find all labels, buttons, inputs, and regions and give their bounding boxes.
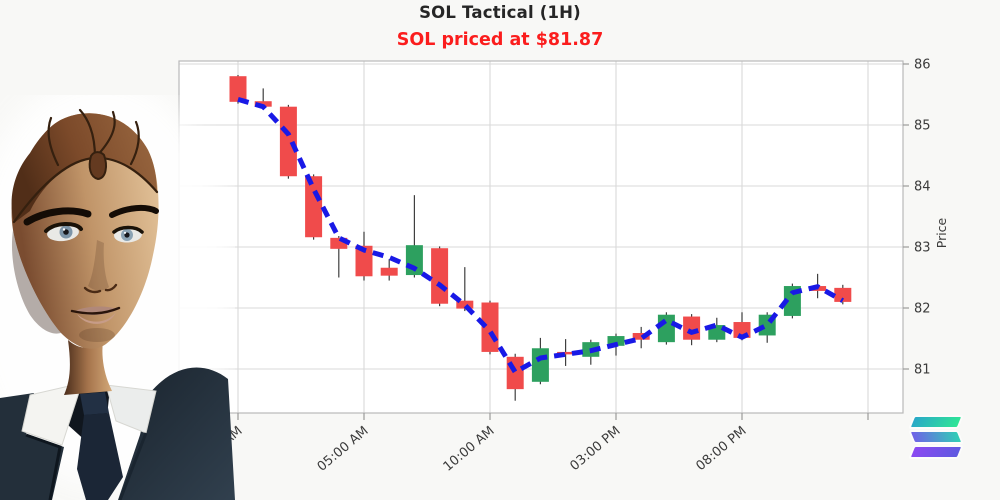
android-portrait	[0, 95, 235, 500]
cheek-shadow	[11, 230, 61, 334]
shirt-collar-left	[21, 382, 83, 446]
x-tick-label: 10:00 AM	[441, 424, 498, 475]
candle-body	[279, 106, 297, 177]
candle-body	[380, 267, 398, 276]
y-tick-label: 82	[914, 302, 931, 317]
x-tick-label: 05:00 AM	[315, 424, 372, 475]
candle-body	[330, 237, 348, 249]
x-tick-label: 03:00 PM	[567, 424, 623, 474]
x-tick-label: 08:00 PM	[693, 424, 749, 474]
candle-8	[431, 246, 449, 307]
lapel-line-right	[118, 432, 148, 500]
candle-body	[557, 351, 575, 355]
candle-body	[607, 336, 625, 346]
candle-body	[229, 76, 247, 102]
solana-bar-top	[910, 417, 962, 427]
candle-9	[456, 267, 474, 312]
candle-body	[834, 287, 852, 302]
y-tick-label: 83	[914, 241, 931, 256]
y-tick-label: 81	[914, 363, 931, 378]
neck	[64, 340, 112, 395]
candle-3	[305, 174, 323, 240]
candle-17	[657, 312, 675, 345]
candle-body	[657, 314, 675, 343]
y-axis: 86 85 84 83 82 81 Price	[903, 58, 949, 378]
candle-6	[380, 259, 398, 281]
y-axis-title: Price	[934, 217, 949, 248]
candle-4	[330, 236, 348, 278]
skull-cap	[11, 113, 157, 223]
candle-24	[834, 284, 852, 305]
tie-knot	[80, 392, 109, 415]
suit-left-shoulder	[0, 393, 64, 500]
candle-13	[557, 339, 575, 366]
y-tick-label: 86	[914, 58, 931, 73]
solana-bar-bottom	[910, 447, 962, 457]
solana-logo	[910, 417, 962, 462]
y-tick-label: 85	[914, 119, 931, 134]
tie-blade	[77, 413, 123, 500]
lower-lip	[77, 312, 116, 324]
left-eye	[44, 222, 83, 242]
right-eyebrow	[109, 204, 159, 218]
left-eyebrow	[23, 207, 92, 226]
chin-shadow	[79, 328, 115, 342]
solana-bar-middle	[910, 432, 962, 442]
candle-body	[254, 101, 272, 107]
moving-average-line	[237, 96, 845, 375]
suit-right-shoulder	[118, 367, 235, 500]
y-tick-label: 84	[914, 180, 931, 195]
price-subtitle: SOL priced at $81.87	[396, 30, 604, 50]
candle-body	[431, 248, 449, 304]
candle-body	[305, 176, 323, 238]
nostrils	[83, 283, 118, 294]
candle-body	[531, 348, 549, 382]
candle-body	[683, 316, 701, 340]
candle-body	[506, 356, 524, 390]
candle-5	[355, 231, 373, 281]
candle-body	[456, 300, 474, 309]
mouth-line	[70, 306, 121, 315]
cap-center-tab	[88, 151, 107, 181]
lapel-line-left	[25, 433, 62, 500]
candle-0	[229, 74, 247, 104]
candle-2	[279, 104, 297, 179]
right-eye	[112, 225, 144, 243]
candle-body	[355, 245, 373, 277]
nose-shadow	[88, 240, 109, 291]
page-title: SOL Tactical (1H)	[419, 3, 581, 22]
